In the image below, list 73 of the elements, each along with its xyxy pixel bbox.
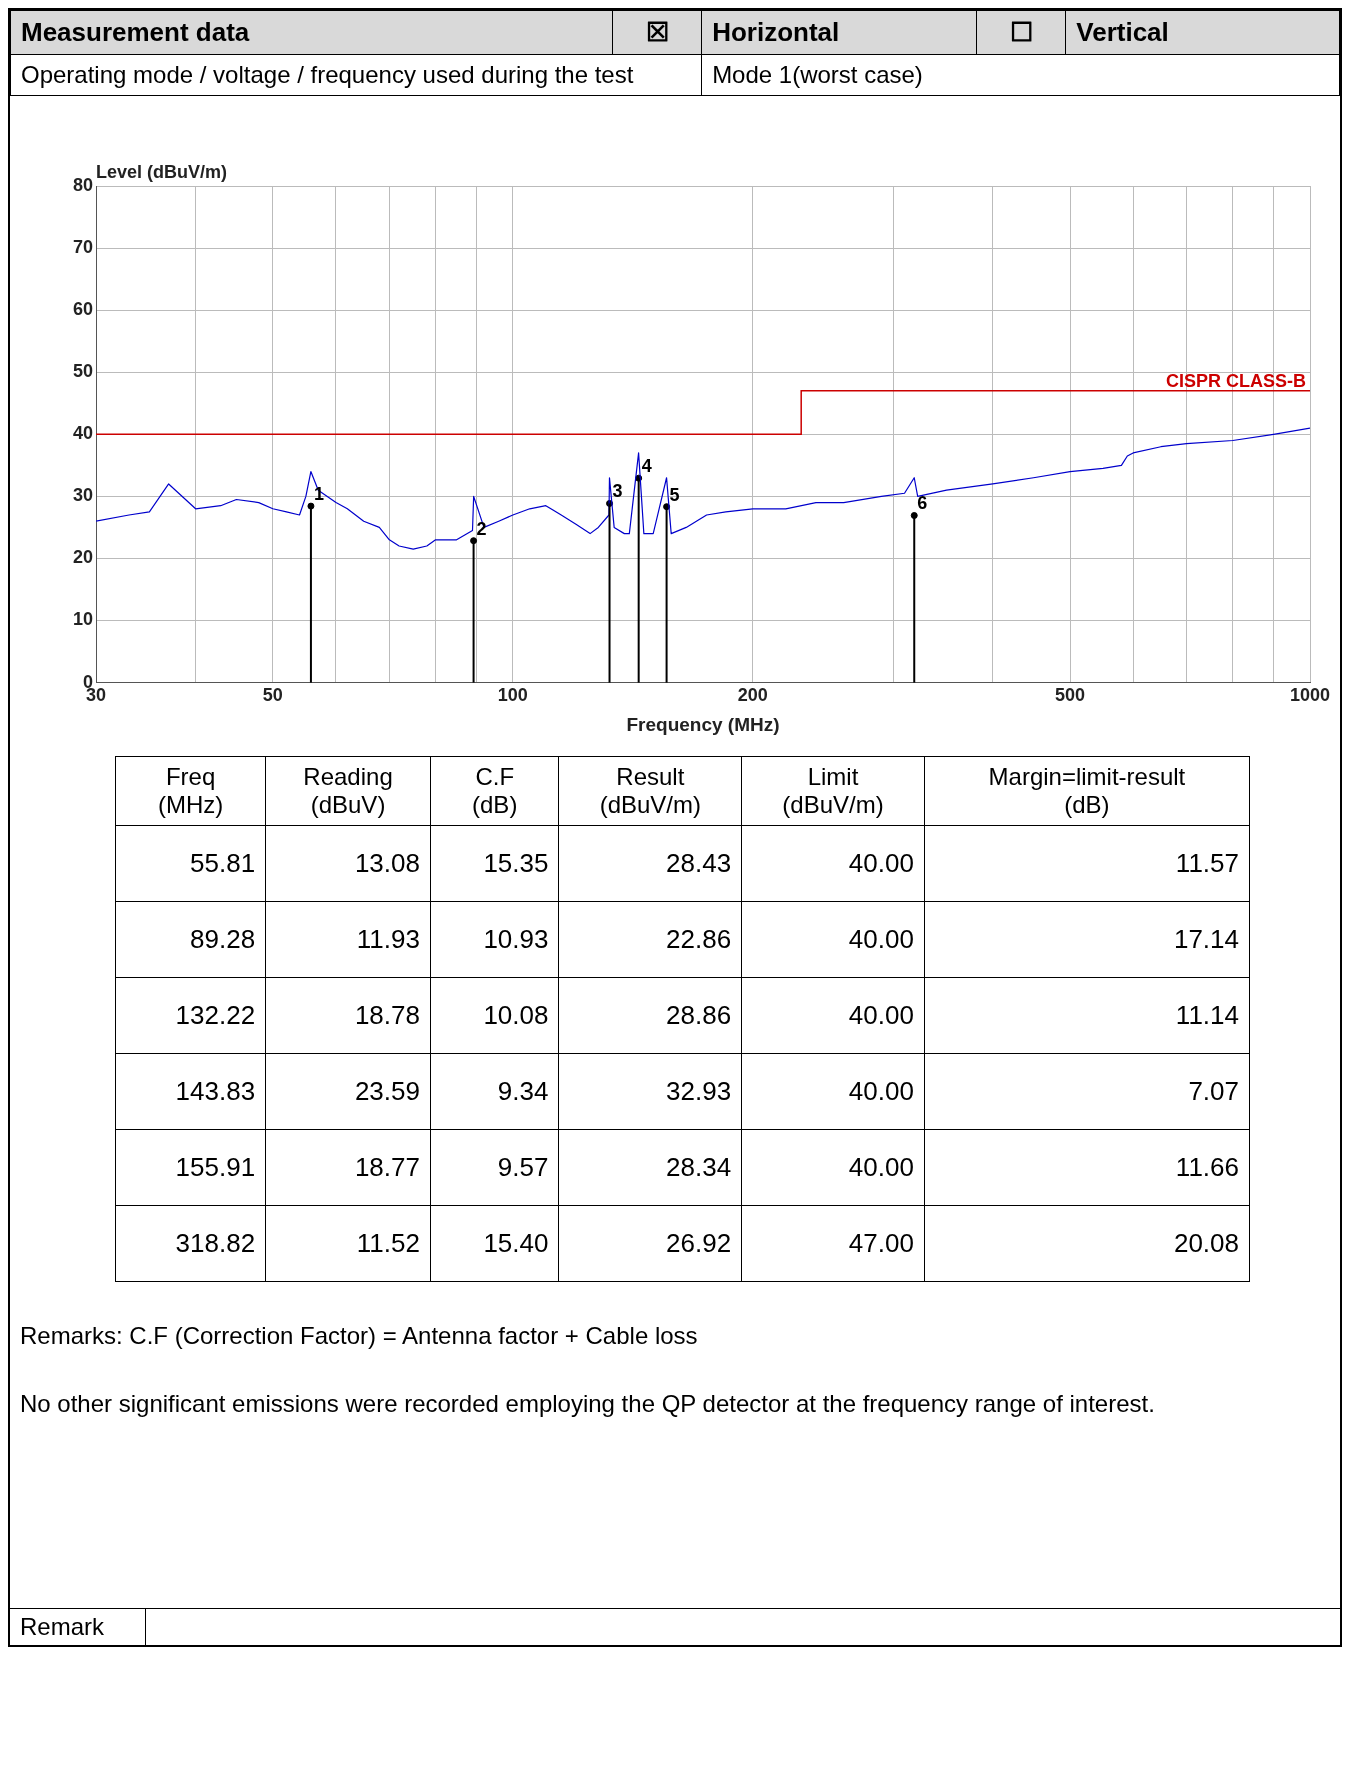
text: 15.35 bbox=[483, 848, 549, 878]
text: 13.08 bbox=[354, 848, 420, 878]
text: 7.07 bbox=[1188, 1076, 1239, 1106]
text: 9.57 bbox=[497, 1152, 549, 1182]
text: 155.91 bbox=[175, 1152, 256, 1182]
text: 40.00 bbox=[848, 1000, 914, 1030]
series-label: CISPR CLASS-B bbox=[1165, 370, 1306, 391]
text: 26.92 bbox=[666, 1228, 732, 1258]
category-label: Reading (dBuV) bbox=[265, 756, 431, 826]
text: Remark bbox=[10, 1609, 146, 1645]
text: 28.34 bbox=[666, 1152, 732, 1182]
category-label: Result (dBuV/m) bbox=[558, 756, 742, 826]
text: 9.34 bbox=[497, 1076, 549, 1106]
y-tick-label: 70 bbox=[72, 237, 94, 258]
text: Vertical bbox=[1065, 10, 1340, 55]
text: Remarks: C.F (Correction Factor) = Antenna factor + Cable loss bbox=[20, 1322, 699, 1350]
category-label: Limit (dBuV/m) bbox=[741, 756, 925, 826]
text: 40.00 bbox=[848, 1076, 914, 1106]
text: 23.59 bbox=[354, 1076, 420, 1106]
x-tick-label: 50 bbox=[262, 685, 283, 706]
text: 15.40 bbox=[483, 1228, 549, 1258]
y-tick-label: 20 bbox=[72, 547, 94, 568]
text: 10.93 bbox=[483, 924, 549, 954]
text: 40.00 bbox=[848, 1152, 914, 1182]
text: 28.43 bbox=[666, 848, 732, 878]
text: 10.08 bbox=[483, 1000, 549, 1030]
text: 28.86 bbox=[666, 1000, 732, 1030]
text: 11.66 bbox=[1175, 1152, 1239, 1182]
text: 11.14 bbox=[1175, 1000, 1239, 1030]
text: 47.00 bbox=[848, 1228, 914, 1258]
y-tick-label: 80 bbox=[72, 174, 94, 195]
category-label: Margin=limit-result (dB) bbox=[924, 756, 1250, 826]
text: 89.28 bbox=[190, 924, 256, 954]
text: 55.81 bbox=[190, 848, 256, 878]
x-tick-label: 1000 bbox=[1289, 685, 1331, 706]
annotation: 6 bbox=[917, 493, 928, 514]
text: 40.00 bbox=[848, 924, 914, 954]
y-tick-label: 10 bbox=[72, 609, 94, 630]
x-tick-label: 500 bbox=[1055, 685, 1086, 706]
text: 40.00 bbox=[848, 848, 914, 878]
y-tick-label: 40 bbox=[72, 423, 94, 444]
y-tick-label: 50 bbox=[72, 361, 94, 382]
text: 132.22 bbox=[175, 1000, 256, 1030]
text: 11.93 bbox=[356, 924, 420, 954]
y-axis-title: Level (dBuV/m) bbox=[96, 162, 228, 182]
y-tick-label: 30 bbox=[72, 485, 94, 506]
text: 143.83 bbox=[175, 1076, 256, 1106]
text: 17.14 bbox=[1173, 924, 1239, 954]
text: Mode 1(worst case) bbox=[701, 54, 1340, 96]
text: 11.57 bbox=[1175, 848, 1239, 878]
y-tick-label: 60 bbox=[72, 299, 94, 320]
text: ☒ bbox=[612, 10, 702, 55]
text: Horizontal bbox=[701, 10, 977, 55]
text: 18.77 bbox=[354, 1152, 420, 1182]
text: 20.08 bbox=[1173, 1228, 1239, 1258]
text: 318.82 bbox=[175, 1228, 256, 1258]
text: ☐ bbox=[976, 10, 1066, 55]
category-label: Freq (MHz) bbox=[115, 756, 266, 826]
x-tick-label: 100 bbox=[497, 685, 528, 706]
text: 32.93 bbox=[666, 1076, 732, 1106]
x-axis-title: Frequency (MHz) bbox=[626, 713, 780, 735]
text: No other significant emissions were recorded employing the QP detector at the frequency range of interest. bbox=[20, 1390, 1156, 1418]
annotation: 2 bbox=[476, 518, 487, 539]
annotation: 5 bbox=[669, 484, 680, 505]
category-label: C.F (dB) bbox=[430, 756, 559, 826]
x-tick-label: 200 bbox=[737, 685, 768, 706]
annotation: 3 bbox=[612, 481, 623, 502]
text: 22.86 bbox=[666, 924, 732, 954]
text: Operating mode / voltage / frequency used during the test bbox=[10, 54, 702, 96]
text: 18.78 bbox=[354, 1000, 420, 1030]
annotation: 4 bbox=[641, 456, 652, 477]
text: 11.52 bbox=[356, 1228, 420, 1258]
text: Measurement data bbox=[10, 10, 613, 55]
